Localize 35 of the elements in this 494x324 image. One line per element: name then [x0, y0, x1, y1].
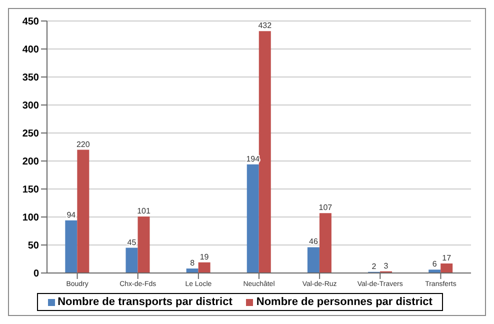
- bar: [246, 164, 259, 273]
- data-label: 19: [200, 252, 210, 262]
- data-label: 432: [258, 21, 272, 30]
- bar: [77, 150, 90, 273]
- data-label: 17: [442, 253, 452, 262]
- data-label: 94: [66, 210, 76, 220]
- bar: [440, 263, 453, 273]
- data-label: 6: [432, 260, 438, 269]
- data-label: 220: [76, 140, 90, 149]
- legend-label: Nombre de personnes par district: [255, 296, 432, 308]
- y-tick-label: 400: [22, 44, 40, 56]
- data-label: 101: [137, 206, 151, 216]
- data-label: 8: [190, 258, 196, 268]
- data-label: 46: [309, 237, 318, 246]
- bar: [198, 262, 210, 273]
- data-label: 3: [384, 261, 389, 270]
- y-tick-label: 50: [28, 240, 40, 252]
- data-label: 45: [127, 238, 137, 247]
- y-tick-label: 250: [22, 128, 40, 140]
- y-tick-label: 100: [22, 212, 40, 224]
- y-tick-label: 450: [22, 16, 40, 28]
- y-tick-label: 200: [22, 156, 40, 168]
- bar: [138, 216, 150, 273]
- bar: [65, 220, 78, 273]
- y-tick-label: 150: [22, 184, 40, 196]
- data-label: 2: [372, 262, 377, 271]
- bar: [126, 248, 138, 273]
- y-tick-label: 0: [33, 268, 40, 280]
- legend-label: Nombre de transports par district: [56, 296, 232, 308]
- bar: [319, 213, 332, 273]
- bar: [307, 247, 320, 273]
- y-tick-label: 300: [22, 100, 40, 112]
- bar: [258, 31, 271, 273]
- data-label: 107: [318, 203, 333, 212]
- y-tick-label: 350: [22, 72, 40, 84]
